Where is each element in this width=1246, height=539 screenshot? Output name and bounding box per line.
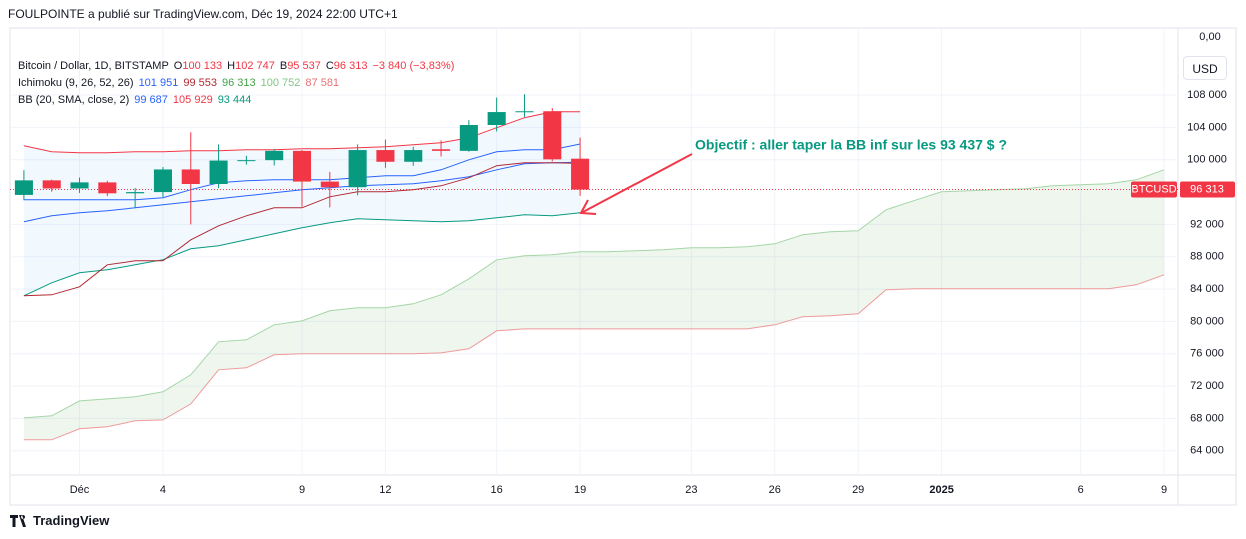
candle-body — [376, 150, 395, 162]
x-tick-label: 4 — [160, 484, 166, 496]
footer-brand: TradingView — [33, 513, 110, 528]
x-tick-label: 6 — [1078, 484, 1084, 496]
y-tick-label: 108 000 — [1187, 89, 1227, 101]
legend-value: 96 313 — [221, 77, 256, 89]
candle-body — [292, 150, 312, 182]
legend-value: 93 444 — [217, 94, 252, 106]
x-tick-label: 26 — [769, 484, 781, 496]
x-tick-label: 23 — [685, 484, 697, 496]
cloud-lead-a — [23, 169, 1165, 419]
cloud-lead-b — [23, 274, 1165, 441]
legend-row: Ichimoku (9, 26, 52, 26) 101 951 99 553 96 … — [18, 75, 459, 92]
candle-body — [237, 160, 256, 162]
legend-value: 105 929 — [172, 94, 213, 106]
legend-row: Bitcoin / Dollar, 1D, BITSTAMP O100 133 H1… — [18, 58, 459, 75]
y-tick-label: 100 000 — [1187, 154, 1227, 166]
currency-button[interactable]: USD — [1183, 56, 1227, 80]
candle-body — [432, 149, 451, 151]
candle-body — [459, 124, 478, 151]
logo — [10, 515, 26, 527]
candle-body — [543, 111, 562, 160]
legend-row: BB (20, SMA, close, 2) 99 687 105 929 93 44… — [18, 92, 459, 109]
candle-body — [404, 150, 423, 162]
candle-body — [98, 182, 117, 194]
candle-body — [265, 150, 284, 161]
candle-body — [209, 160, 228, 185]
x-tick-label: 12 — [379, 484, 391, 496]
legend-key: H — [227, 60, 236, 72]
candle-body — [14, 180, 33, 195]
candle-body — [320, 181, 339, 188]
legend-value: 96 313 — [333, 60, 368, 72]
y-tick-label: 68 000 — [1190, 412, 1224, 424]
candle-body — [571, 158, 590, 190]
legend-label: BB (20, SMA, close, 2) — [18, 94, 130, 106]
legend: Bitcoin / Dollar, 1D, BITSTAMP O100 133 H1… — [18, 58, 459, 109]
legend-value: 100 752 — [260, 77, 301, 89]
x-tick-label: 19 — [574, 484, 586, 496]
candle-body — [126, 192, 145, 194]
legend-key: C — [325, 60, 334, 72]
legend-value: −3 840 (−3,83%) — [372, 60, 455, 72]
publish-header: FOULPOINTE a publié sur TradingView.com,… — [8, 7, 398, 21]
indicator-line — [23, 162, 581, 297]
y-tick-label: 88 000 — [1190, 251, 1224, 263]
candle-body — [181, 169, 200, 185]
legend-value: 100 133 — [182, 60, 223, 72]
arrow-head — [579, 199, 597, 215]
legend-value: 99 553 — [183, 77, 217, 89]
top-axis-label: 0,00 — [1199, 31, 1220, 43]
candle-body — [42, 180, 61, 189]
candle-body — [70, 182, 89, 189]
legend-value: 95 537 — [287, 60, 321, 72]
candle-body — [487, 112, 506, 125]
x-tick-label: 9 — [1161, 484, 1167, 496]
legend-label: Bitcoin / Dollar, 1D, BITSTAMP — [18, 60, 169, 72]
candle-body — [348, 150, 367, 188]
legend-value: 99 687 — [134, 94, 168, 106]
indicator-line — [23, 111, 581, 154]
legend-value: 101 951 — [138, 77, 179, 89]
x-tick-label: 2025 — [929, 484, 953, 496]
symbol-tag-text: BTCUSD — [1131, 183, 1176, 195]
candle-body — [153, 169, 172, 193]
y-tick-label: 72 000 — [1190, 380, 1224, 392]
y-tick-label: 80 000 — [1190, 315, 1224, 327]
legend-value: 102 747 — [235, 60, 275, 72]
y-tick-label: 104 000 — [1187, 121, 1227, 133]
legend-label: Ichimoku (9, 26, 52, 26) — [18, 77, 134, 89]
y-tick-label: 84 000 — [1190, 283, 1224, 295]
annotation-arrow — [582, 153, 693, 213]
price-tag — [1180, 181, 1235, 198]
legend-key: B — [279, 60, 288, 72]
y-tick-label: 76 000 — [1190, 348, 1224, 360]
legend-value: 87 581 — [305, 77, 340, 89]
y-tick-label: 92 000 — [1190, 218, 1224, 230]
indicator-line — [23, 212, 581, 297]
x-tick-label: 29 — [852, 484, 864, 496]
candle-body — [515, 111, 534, 113]
x-tick-label: 9 — [299, 484, 305, 496]
annotation: Objectif : aller taper la BB inf sur les… — [695, 137, 1007, 153]
x-tick-label: 16 — [491, 484, 503, 496]
legend-key: O — [173, 60, 183, 72]
x-tick-label: Déc — [70, 484, 90, 496]
symbol-tag — [1131, 181, 1177, 198]
cloud-fill — [23, 169, 1165, 440]
y-tick-label: 64 000 — [1190, 445, 1224, 457]
price-tag-text: 96 313 — [1190, 183, 1224, 195]
chart-frame — [9, 27, 1237, 506]
